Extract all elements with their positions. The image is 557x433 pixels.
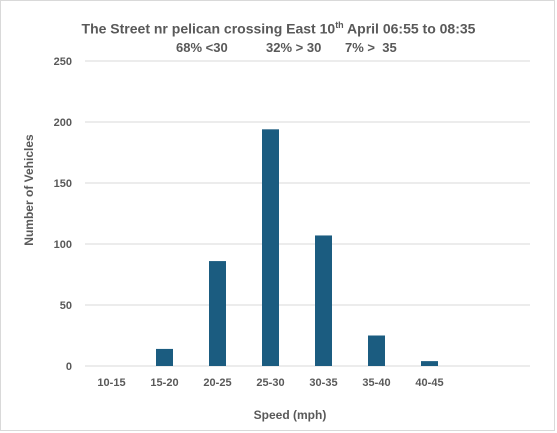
bar-15-20 [156,348,173,366]
y-tick-label: 150 [54,178,72,190]
bar-25-30 [262,129,279,366]
gridlines [85,60,530,367]
y-tick-labels: 0 50 100 150 200 250 [54,56,72,373]
x-tick-label: 25-30 [256,377,284,389]
bar-30-35 [315,235,332,366]
chart-title-suffix: April 06:55 to 08:35 [343,20,476,37]
x-tick-label: 15-20 [150,377,178,389]
y-tick-label: 200 [54,117,72,129]
x-tick-labels: 10-15 15-20 20-25 25-30 30-35 35-40 40-45 [97,377,443,389]
subtitle-under-30: 68% <30 [176,40,228,55]
x-tick-label: 40-45 [415,377,443,389]
bars [156,129,438,366]
y-tick-label: 100 [54,239,72,251]
bar-20-25 [209,261,226,366]
chart-title: The Street nr pelican crossing East 10th… [0,20,557,37]
bar-35-40 [368,335,385,366]
subtitle-over-30: 32% > 30 [266,40,322,55]
bar-40-45 [421,361,438,366]
y-tick-label: 250 [54,56,72,68]
y-tick-label: 0 [66,361,72,373]
subtitle-over-35: 7% > 35 [345,40,397,55]
chart-title-prefix: The Street nr pelican crossing East 10 [81,20,336,37]
x-tick-label: 35-40 [362,377,390,389]
y-axis-title: Number of Vehicles [22,134,36,246]
x-tick-label: 20-25 [203,377,231,389]
x-tick-label: 10-15 [97,377,125,389]
y-tick-label: 50 [60,300,72,312]
x-axis-title: Speed (mph) [254,408,327,422]
x-tick-label: 30-35 [309,377,337,389]
chart-title-superscript: th [335,20,344,30]
